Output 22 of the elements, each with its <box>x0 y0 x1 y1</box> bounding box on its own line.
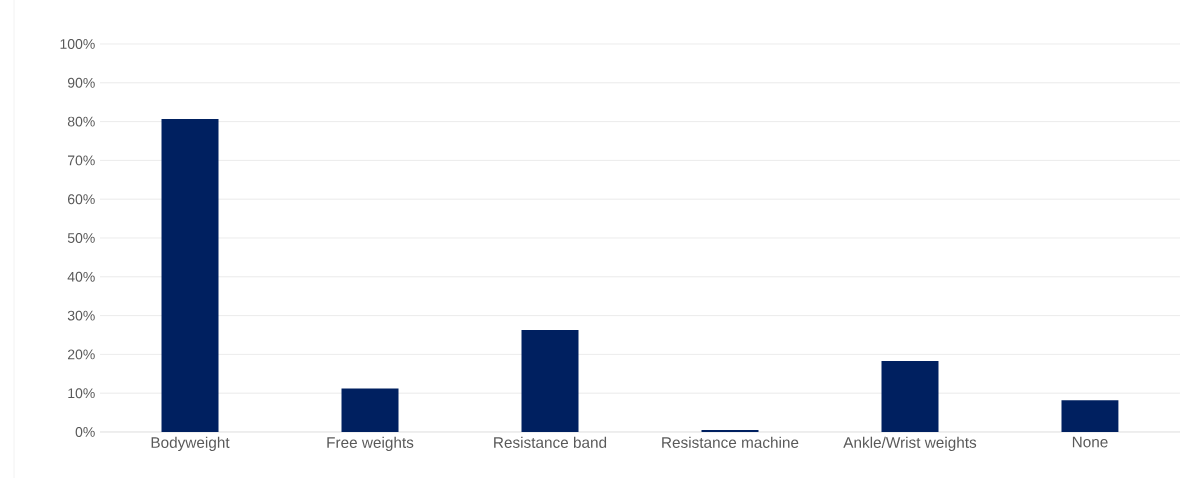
x-tick-label: Free weights <box>327 436 414 451</box>
y-tick-label: 40% <box>67 271 95 282</box>
bar <box>521 329 579 432</box>
y-tick-label: 10% <box>68 388 95 399</box>
y-tick-label: 60% <box>67 194 95 205</box>
y-tick-label: 0% <box>75 427 95 437</box>
y-tick-label: 90% <box>67 77 95 88</box>
y-tick-label: 20% <box>67 349 95 360</box>
bar <box>341 388 399 432</box>
y-tick-label: 50% <box>67 233 95 243</box>
y-tick-label: 80% <box>67 116 95 127</box>
x-tick-label: Resistance band <box>494 436 607 448</box>
y-tick-label: 30% <box>67 310 95 321</box>
y-tick-label: 70% <box>67 155 95 166</box>
x-tick-label: None <box>1072 436 1108 448</box>
x-tick-label: Resistance machine <box>662 436 799 448</box>
bar <box>161 118 219 432</box>
bar <box>1061 400 1119 432</box>
x-tick-label: Ankle/Wrist weights <box>843 436 977 451</box>
bar <box>881 360 939 432</box>
y-tick-label: 100% <box>60 39 95 49</box>
x-tick-label: Bodyweight <box>151 436 230 451</box>
